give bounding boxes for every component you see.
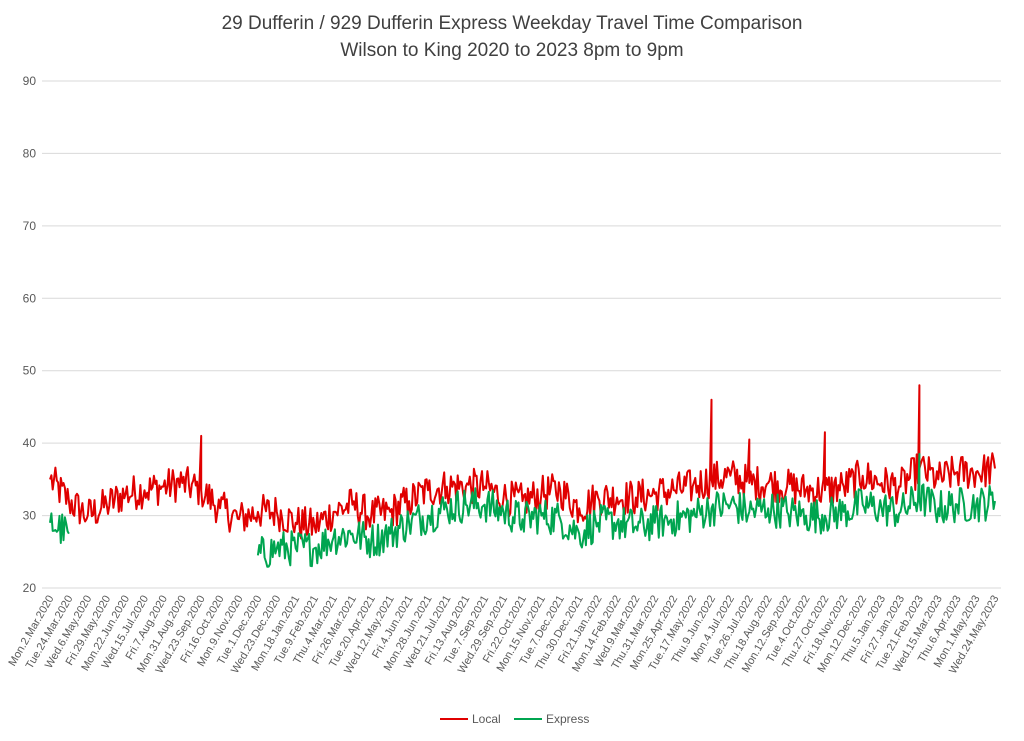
- y-tick-label: 60: [23, 291, 37, 305]
- chart-subtitle: Wilson to King 2020 to 2023 8pm to 9pm: [340, 40, 684, 61]
- y-tick-label: 40: [23, 436, 37, 450]
- series-line-express: [256, 453, 996, 568]
- y-tick-label: 50: [23, 364, 37, 378]
- legend-label-express: Express: [546, 712, 589, 726]
- y-tick-label: 90: [23, 74, 37, 88]
- series-line-express: [49, 512, 70, 544]
- legend-label-local: Local: [472, 712, 501, 726]
- y-tick-label: 20: [23, 581, 37, 595]
- y-tick-label: 30: [23, 509, 37, 523]
- y-tick-label: 80: [23, 146, 37, 160]
- chart-title: 29 Dufferin / 929 Dufferin Express Weekd…: [221, 13, 803, 34]
- y-tick-label: 70: [23, 219, 37, 233]
- series-line-local: [49, 384, 996, 540]
